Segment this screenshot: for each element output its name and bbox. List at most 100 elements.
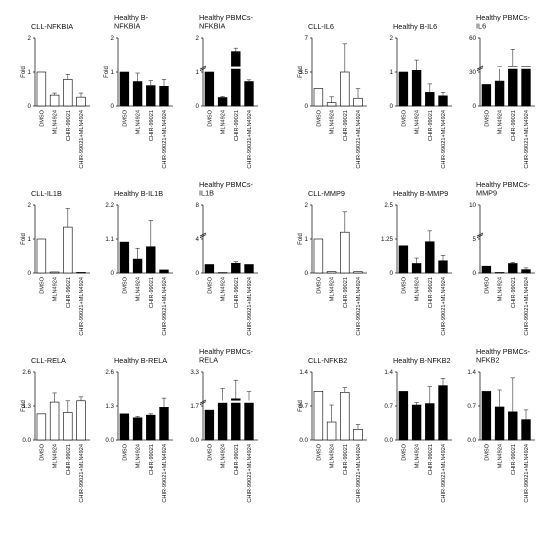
y-tick-label: 0	[473, 103, 477, 110]
chart-panel: CLL-RELA Fold 0.0 1.3 2.6 DMSO MLN4924 CHIR-990…	[21, 356, 90, 503]
x-tick-label: CHIR-99021+MLN4924	[79, 110, 85, 169]
y-tick-label: 2.5	[384, 202, 393, 209]
y-axis-label: Fold	[21, 400, 27, 412]
x-tick-label: CHIR-99021	[343, 110, 349, 141]
x-tick-label: CHIR-99021	[234, 444, 240, 475]
x-tick-label: CHIR-99021	[149, 444, 155, 475]
bar	[146, 85, 156, 107]
bar	[425, 92, 435, 107]
bar	[119, 241, 130, 274]
bar	[244, 264, 254, 274]
x-tick-label: CHIR-99021+MLN4924	[356, 444, 362, 503]
bar	[438, 385, 448, 441]
x-tick-label: CHIR-99021	[428, 444, 434, 475]
y-tick-label: 2	[111, 35, 115, 42]
bar	[76, 96, 86, 107]
y-tick-label: 0.7	[299, 403, 308, 410]
y-tick-label: 7	[305, 35, 309, 42]
x-tick-label: DMSO	[484, 276, 490, 293]
chart-panel: Healthy B-IL1B 0 1.1 2.2 DMSO MLN4924 CHIR-990…	[105, 189, 173, 336]
bar	[398, 391, 409, 441]
x-tick-label: CHIR-99021+MLN4924	[162, 110, 168, 169]
chart-title: Healthy PBMCs-	[476, 180, 530, 189]
y-tick-label: 0.0	[22, 437, 31, 444]
y-axis-label: Fold	[21, 233, 27, 245]
x-tick-label: DMSO	[484, 109, 490, 126]
axis-break-mark	[476, 232, 484, 237]
x-tick-label: CHIR-99021	[511, 444, 517, 475]
chart-panel: Healthy B-NFKB2 0.0 0.7 1.4 DMSO MLN4924 CHIR-…	[384, 356, 452, 503]
y-tick-label: 10	[469, 202, 476, 209]
chart-title: CLL-NFKBIA	[31, 22, 73, 31]
y-tick-label: 0	[196, 270, 200, 277]
chart-title: Healthy B-RELA	[114, 356, 167, 365]
bar	[353, 429, 363, 441]
bar	[217, 97, 228, 107]
chart-title: Healthy PBMCs-	[199, 347, 253, 356]
bar	[521, 269, 531, 274]
bar	[231, 51, 241, 107]
x-tick-label: MLN4924	[53, 110, 59, 134]
bar	[132, 258, 143, 274]
x-tick-label: DMSO	[316, 276, 322, 293]
bar	[313, 391, 324, 441]
bar	[411, 404, 422, 441]
y-tick-label: 3.3	[190, 369, 199, 376]
x-tick-label: CHIR-99021	[428, 277, 434, 308]
x-tick-label: DMSO	[484, 443, 490, 460]
bar	[146, 246, 156, 274]
chart-panel: Healthy B-NFKBIA Fold 0 1 2 DMSO MLN4924 CHIR-9…	[104, 13, 173, 169]
bar	[49, 271, 60, 274]
bar	[438, 95, 448, 107]
x-tick-label: CHIR-99021+MLN4924	[356, 110, 362, 169]
bar	[217, 402, 228, 441]
x-tick-label: CHIR-99021	[149, 277, 155, 308]
y-tick-label: 0	[305, 103, 309, 110]
x-tick-label: MLN4924	[415, 444, 421, 468]
x-tick-label: MLN4924	[498, 444, 504, 468]
bar	[508, 411, 518, 441]
y-tick-label: 0.0	[105, 437, 114, 444]
axis-break	[203, 400, 259, 403]
chart-panel: Healthy PBMCs-IL6 0 30 60 DMSO MLN4924 CHIR-99…	[469, 13, 536, 169]
y-tick-label: 2.6	[105, 369, 114, 376]
bar	[398, 71, 409, 107]
chart-title: Healthy B-NFKB2	[393, 356, 451, 365]
x-tick-label: MLN4924	[136, 277, 142, 301]
x-tick-label: CHIR-99021	[66, 277, 72, 308]
y-tick-label: 1	[390, 69, 394, 76]
bar	[146, 414, 156, 441]
x-tick-label: CHIR-99021	[428, 110, 434, 141]
y-tick-label: 0	[28, 103, 32, 110]
x-tick-label: MLN4924	[53, 444, 59, 468]
bar	[119, 71, 130, 107]
x-tick-label: DMSO	[316, 109, 322, 126]
chart-panel: CLL-IL1B Fold 0 1 2 DMSO MLN4924 CHIR-99021 CHIR…	[21, 189, 90, 336]
x-tick-label: CHIR-99021+MLN4924	[524, 277, 530, 336]
x-tick-label: CHIR-99021+MLN4924	[356, 277, 362, 336]
bar	[508, 66, 518, 107]
chart-panel: CLL-NFKB2 Fold 0.0 0.7 1.4 DMSO MLN4924 CHIR-99…	[298, 356, 367, 503]
x-tick-label: CHIR-99021	[234, 110, 240, 141]
y-tick-label: 1.25	[381, 236, 394, 243]
x-tick-label: MLN4924	[415, 277, 421, 301]
x-tick-label: CHIR-99021+MLN4924	[162, 444, 168, 503]
bar	[204, 409, 215, 441]
bar	[481, 391, 492, 441]
x-tick-label: DMSO	[122, 276, 128, 293]
y-tick-label: 5	[473, 236, 477, 243]
x-tick-label: CHIR-99021+MLN4924	[247, 444, 253, 503]
y-axis-label: Fold	[21, 66, 27, 78]
chart-title: CLL-MMP9	[308, 189, 345, 198]
y-tick-label: 1.1	[105, 236, 114, 243]
y-tick-label: 1.4	[384, 369, 393, 376]
chart-title: CLL-IL6	[308, 22, 334, 31]
x-tick-label: MLN4924	[330, 444, 336, 468]
x-tick-label: CHIR-99021	[343, 277, 349, 308]
chart-title: Healthy PBMCs-	[199, 13, 253, 22]
y-tick-label: 0	[390, 103, 394, 110]
x-tick-label: MLN4924	[136, 444, 142, 468]
chart-panel: Healthy PBMCs-MMP9 0 5 10 DMSO MLN4924 CHIR-99…	[469, 180, 536, 336]
y-tick-label: 2.2	[105, 202, 114, 209]
y-tick-label: 1.3	[105, 403, 114, 410]
